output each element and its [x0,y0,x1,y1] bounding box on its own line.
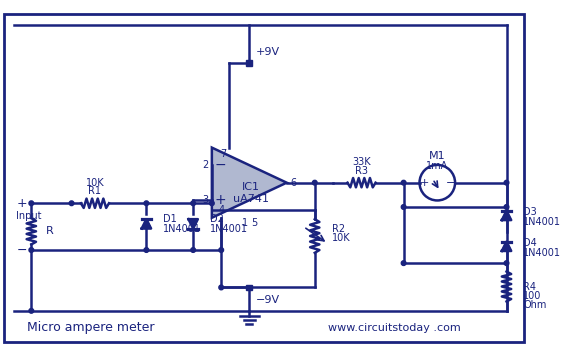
Text: 1N4001: 1N4001 [523,217,561,227]
Polygon shape [502,242,511,251]
Text: 1mA: 1mA [426,161,448,171]
Circle shape [191,248,196,252]
Polygon shape [142,219,151,229]
Text: 2: 2 [202,160,209,170]
Polygon shape [188,219,198,229]
Circle shape [219,248,224,252]
Circle shape [144,201,149,206]
Text: +: + [419,178,429,188]
Circle shape [210,201,214,206]
Circle shape [69,201,74,206]
Bar [247,60,252,66]
Circle shape [144,248,149,252]
Text: +: + [16,197,27,210]
Text: Micro ampere meter: Micro ampere meter [26,321,154,334]
Text: D2: D2 [210,214,224,224]
Circle shape [191,201,196,206]
Polygon shape [502,211,511,220]
Text: 33K: 33K [352,157,371,167]
Text: Ohm: Ohm [523,300,547,310]
Bar [247,285,252,290]
Text: R1: R1 [88,186,101,196]
Text: M1: M1 [429,152,446,162]
Text: D3: D3 [523,207,537,217]
Text: 100: 100 [523,291,542,301]
Text: +9V: +9V [256,47,280,57]
Text: uA741: uA741 [233,194,269,204]
Circle shape [312,180,317,185]
Text: −9V: −9V [256,295,280,305]
Text: IC1: IC1 [242,182,260,192]
Text: 1N4001: 1N4001 [523,248,561,258]
Text: R4: R4 [523,282,536,292]
Circle shape [29,201,34,206]
Circle shape [504,205,509,209]
Text: 7: 7 [220,149,226,159]
Text: 4: 4 [218,205,224,215]
Circle shape [219,285,224,290]
Text: 1N4001: 1N4001 [163,224,201,235]
Text: −: − [215,158,226,172]
Text: −: − [16,244,27,257]
Circle shape [401,180,406,185]
Text: 10K: 10K [332,233,350,243]
Circle shape [504,261,509,266]
Text: R3: R3 [355,166,368,176]
Text: 1N4001: 1N4001 [210,224,248,235]
Text: −: − [446,178,455,188]
Text: R: R [46,226,54,236]
Text: 5: 5 [251,218,257,228]
Text: +: + [215,193,226,207]
Text: 6: 6 [290,178,296,188]
Circle shape [401,205,406,209]
Text: R2: R2 [332,224,345,234]
Text: D4: D4 [523,237,537,247]
Text: 10K: 10K [85,178,104,188]
Text: 1: 1 [242,218,248,228]
Text: www.circuitstoday .com: www.circuitstoday .com [328,323,461,333]
Text: 3: 3 [202,195,209,205]
Circle shape [29,309,34,313]
Polygon shape [212,148,287,218]
Circle shape [504,180,509,185]
Circle shape [401,261,406,266]
Circle shape [29,248,34,252]
Text: Input: Input [16,211,42,221]
FancyBboxPatch shape [4,14,524,342]
Text: D1: D1 [163,214,177,224]
